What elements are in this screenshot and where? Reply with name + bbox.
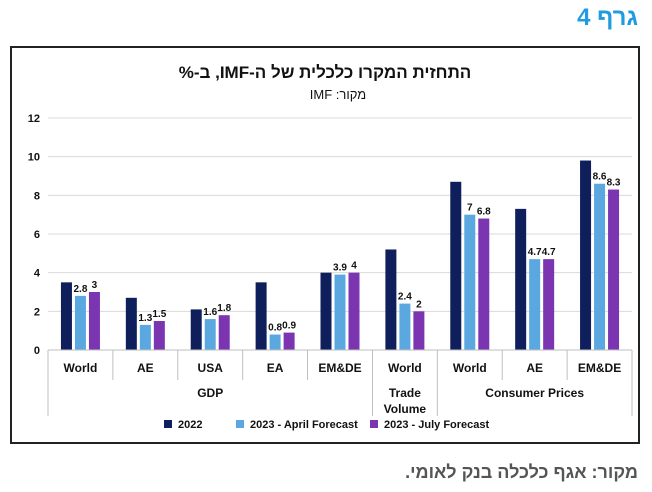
data-label: 6.8 (477, 207, 491, 218)
bar (543, 259, 555, 350)
x-tick-label: EM&DE (318, 361, 361, 375)
chart-container: התחזית המקרו כלכלית של ה-IMF, ב-% מקור: … (10, 46, 640, 444)
bar (515, 208, 527, 350)
bar (153, 321, 165, 350)
data-label: 1.8 (217, 303, 231, 314)
x-tick-label: AE (137, 361, 154, 375)
y-tick-label: 0 (34, 345, 40, 357)
bar (320, 272, 332, 350)
bar (74, 295, 86, 350)
bar (348, 272, 360, 350)
bar (204, 319, 216, 350)
chart: התחזית המקרו כלכלית של ה-IMF, ב-% מקור: … (28, 63, 633, 431)
bar (283, 332, 295, 350)
bar (413, 311, 425, 350)
data-labels: 2.8 1.3 1.6 0.8 3.9 2.4 7 4.7 8.6 3 1.5 1.8 0.9 4 2 6.8… (73, 172, 620, 334)
bar (464, 214, 476, 350)
group-label: GDP (197, 386, 223, 400)
data-label: 4.7 (528, 247, 542, 258)
legend-swatch (370, 420, 378, 428)
x-tick-label: World (453, 361, 487, 375)
legend: 2022 2023 - April Forecast 2023 - July For… (164, 419, 490, 431)
group-label: Consumer Prices (485, 386, 584, 400)
data-label: 2.4 (398, 292, 412, 303)
bar (399, 303, 411, 350)
x-tick-label: World (388, 361, 422, 375)
bar (334, 274, 346, 350)
bar (594, 183, 606, 350)
chart-title: התחזית המקרו כלכלית של ה-IMF, ב-% (179, 63, 472, 82)
data-label: 4.7 (542, 247, 556, 258)
data-label: 1.5 (152, 309, 166, 320)
source-note: מקור: אגף כלכלה בנק לאומי. (405, 462, 638, 482)
bar (88, 292, 100, 350)
legend-label: 2022 (178, 419, 202, 431)
bar (608, 189, 620, 350)
figure-label: גרף 4 (577, 4, 638, 31)
data-label: 0.8 (268, 323, 282, 334)
y-tick-label: 2 (34, 306, 40, 318)
y-tick-label: 10 (28, 152, 40, 164)
data-label: 3.9 (333, 263, 347, 274)
bars (60, 160, 620, 350)
x-tick-label: EA (267, 361, 284, 375)
data-label: 8.6 (593, 172, 607, 183)
group-label: Volume (384, 402, 427, 416)
data-label: 2.8 (73, 284, 87, 295)
bar (478, 218, 490, 350)
legend-swatch (164, 420, 172, 428)
legend-label: 2023 - July Forecast (384, 419, 490, 431)
axes: 0 2 4 6 8 10 12 World AE USA EA EM&DE World World AE EM… (28, 113, 633, 416)
bar (450, 181, 462, 350)
bar (218, 315, 230, 350)
bar (580, 160, 592, 350)
bar (269, 334, 281, 350)
x-tick-label: AE (526, 361, 543, 375)
bar (190, 309, 202, 350)
chart-subtitle: מקור: IMF (310, 87, 366, 102)
data-label: 3 (92, 280, 98, 291)
bar (529, 259, 541, 350)
data-label: 4 (351, 261, 357, 272)
y-tick-label: 6 (34, 229, 40, 241)
y-tick-label: 4 (34, 268, 41, 280)
y-tick-label: 12 (28, 113, 40, 125)
legend-label: 2023 - April Forecast (250, 419, 358, 431)
x-tick-label: World (64, 361, 98, 375)
data-label: 7 (467, 203, 473, 214)
bar (60, 282, 72, 350)
x-tick-label: USA (198, 361, 224, 375)
data-label: 8.3 (607, 178, 621, 189)
data-label: 2 (416, 299, 422, 310)
data-label: 1.6 (203, 307, 217, 318)
data-label: 1.3 (138, 313, 152, 324)
data-label: 0.9 (282, 321, 296, 332)
bar (139, 324, 151, 350)
group-label: Trade (389, 386, 421, 400)
bar (385, 249, 397, 350)
bar (125, 297, 137, 350)
y-tick-label: 8 (34, 190, 40, 202)
bar (255, 282, 267, 350)
legend-swatch (236, 420, 244, 428)
x-tick-label: EM&DE (578, 361, 621, 375)
